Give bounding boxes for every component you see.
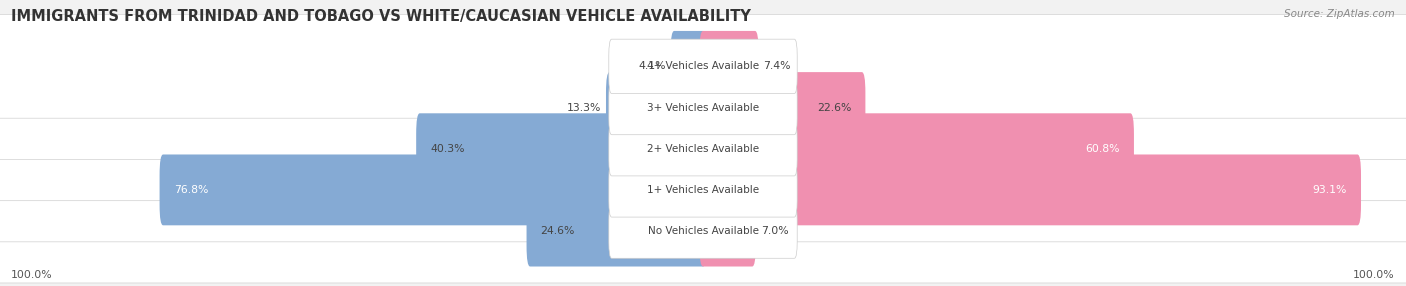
Text: 76.8%: 76.8%: [173, 185, 208, 195]
Text: 3+ Vehicles Available: 3+ Vehicles Available: [647, 103, 759, 112]
Text: 7.0%: 7.0%: [761, 226, 789, 236]
FancyBboxPatch shape: [700, 196, 756, 267]
Text: IMMIGRANTS FROM TRINIDAD AND TOBAGO VS WHITE/CAUCASIAN VEHICLE AVAILABILITY: IMMIGRANTS FROM TRINIDAD AND TOBAGO VS W…: [11, 9, 751, 23]
FancyBboxPatch shape: [527, 196, 707, 267]
Text: 93.1%: 93.1%: [1313, 185, 1347, 195]
FancyBboxPatch shape: [160, 154, 707, 225]
Text: 24.6%: 24.6%: [540, 226, 575, 236]
FancyBboxPatch shape: [700, 31, 759, 102]
Text: 60.8%: 60.8%: [1085, 144, 1119, 154]
FancyBboxPatch shape: [0, 179, 1406, 283]
Text: 2+ Vehicles Available: 2+ Vehicles Available: [647, 144, 759, 154]
FancyBboxPatch shape: [700, 154, 1361, 225]
Text: 13.3%: 13.3%: [567, 103, 602, 112]
FancyBboxPatch shape: [0, 56, 1406, 159]
Text: 100.0%: 100.0%: [1353, 270, 1395, 280]
Text: 40.3%: 40.3%: [430, 144, 465, 154]
Text: 1+ Vehicles Available: 1+ Vehicles Available: [647, 185, 759, 195]
FancyBboxPatch shape: [609, 122, 797, 176]
Text: 22.6%: 22.6%: [817, 103, 852, 112]
FancyBboxPatch shape: [700, 113, 1135, 184]
Text: 7.4%: 7.4%: [763, 61, 792, 71]
FancyBboxPatch shape: [0, 97, 1406, 200]
Text: 100.0%: 100.0%: [11, 270, 53, 280]
FancyBboxPatch shape: [700, 72, 866, 143]
FancyBboxPatch shape: [609, 204, 797, 258]
Text: No Vehicles Available: No Vehicles Available: [648, 226, 758, 236]
Text: Source: ZipAtlas.com: Source: ZipAtlas.com: [1284, 9, 1395, 19]
Text: 4.1%: 4.1%: [638, 61, 666, 71]
FancyBboxPatch shape: [671, 31, 707, 102]
FancyBboxPatch shape: [609, 39, 797, 94]
Text: 4+ Vehicles Available: 4+ Vehicles Available: [647, 61, 759, 71]
FancyBboxPatch shape: [0, 138, 1406, 242]
FancyBboxPatch shape: [609, 163, 797, 217]
FancyBboxPatch shape: [609, 80, 797, 135]
FancyBboxPatch shape: [606, 72, 707, 143]
FancyBboxPatch shape: [0, 15, 1406, 118]
FancyBboxPatch shape: [416, 113, 707, 184]
